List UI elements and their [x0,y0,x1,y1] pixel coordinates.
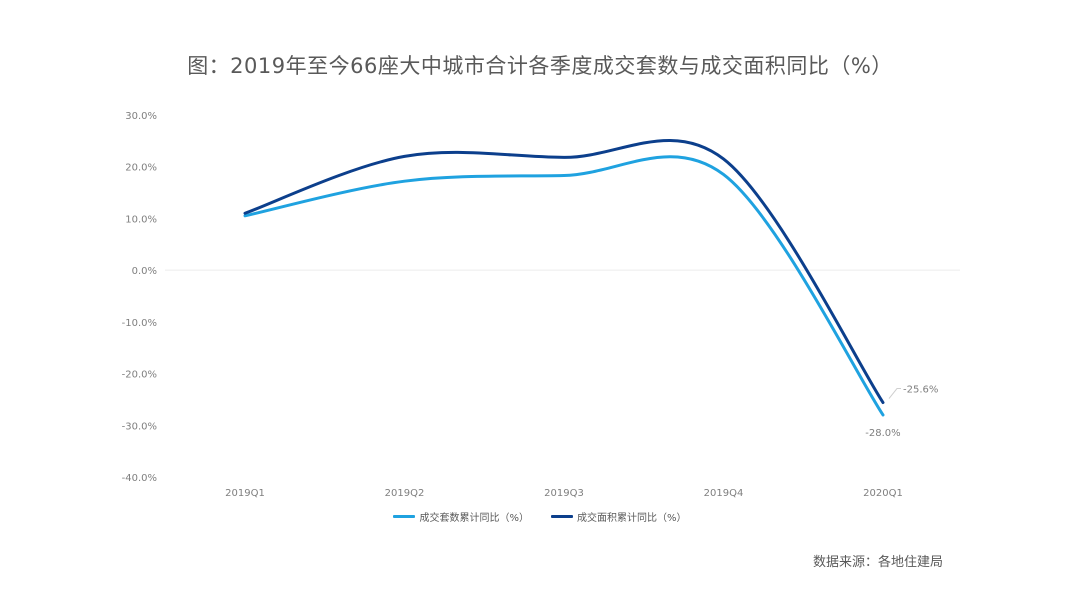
y-axis: 30.0% 20.0% 10.0% 0.0% -10.0% -20.0% -30.0% -40… [122,111,960,484]
y-tick-label: -10.0% [122,318,157,329]
series-line-area [243,139,885,405]
source-note: 数据来源：各地住建局 [812,555,943,570]
y-tick-label: -40.0% [122,473,157,484]
x-tick-label: 2019Q2 [385,488,425,499]
y-tick-label: 20.0% [125,163,157,174]
series-line-units [243,155,885,417]
x-tick-label: 2019Q3 [544,488,584,499]
series-layer [243,139,885,417]
legend-item-units[interactable]: 成交套数累计同比（%） [393,509,529,524]
legend-label-units: 成交套数累计同比（%） [419,513,529,524]
chart-title: 图：2019年至今66座大中城市合计各季度成交套数与成交面积同比（%） [187,54,893,78]
x-axis: 2019Q1 2019Q2 2019Q3 2019Q4 2020Q1 [225,488,903,499]
legend-item-area[interactable]: 成交面积累计同比（%） [551,509,687,524]
y-tick-label: 0.0% [132,266,157,277]
legend: 成交套数累计同比（%） 成交面积累计同比（%） [0,509,1080,524]
data-label: -25.6% [903,385,938,396]
y-tick-label: -30.0% [122,421,157,432]
x-tick-label: 2020Q1 [863,488,903,499]
y-tick-label: 10.0% [125,214,157,225]
legend-swatch-area [551,515,573,518]
data-label: -28.0% [865,428,900,439]
data-labels: -28.0% -25.6% [865,385,938,439]
legend-swatch-units [393,515,416,518]
x-tick-label: 2019Q1 [225,488,265,499]
data-label-leader [888,388,901,399]
x-tick-label: 2019Q4 [704,488,744,499]
legend-label-area: 成交面积累计同比（%） [577,513,687,524]
y-tick-label: -20.0% [122,370,157,381]
y-tick-label: 30.0% [125,111,157,122]
